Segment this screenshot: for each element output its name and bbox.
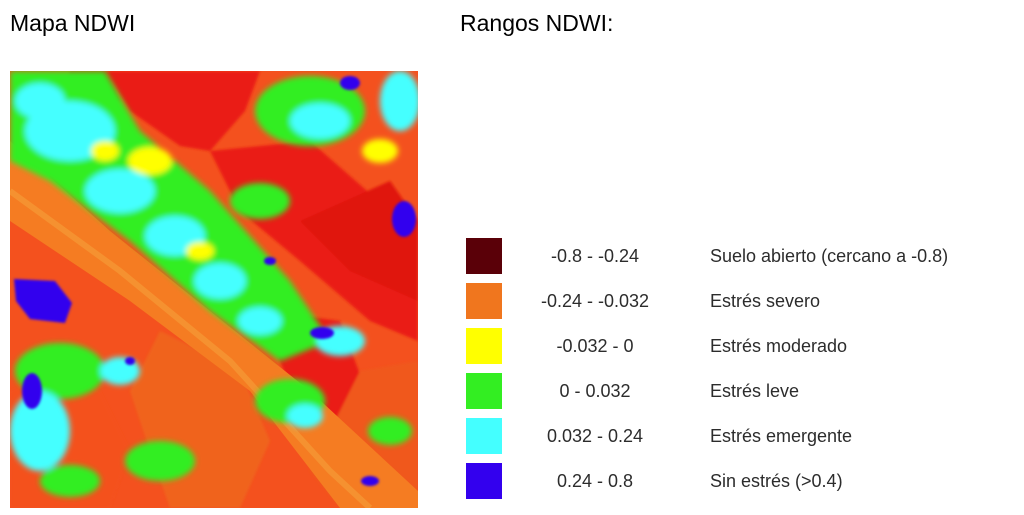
- legend-row: -0.8 - -0.24 Suelo abierto (cercano a -0…: [466, 238, 1022, 283]
- water-bodies: [14, 76, 416, 486]
- legend-title: Rangos NDWI:: [460, 10, 614, 36]
- legend-range: 0.24 - 0.8: [556, 471, 634, 491]
- ndwi-map-image: [10, 71, 418, 508]
- legend-row: -0.24 - -0.032 Estrés severo: [466, 283, 1022, 328]
- legend-row: -0.032 - 0 Estrés moderado: [466, 328, 1022, 373]
- legend-label: Estrés severo: [710, 291, 821, 311]
- legend-range: -0.24 - -0.032: [540, 291, 650, 311]
- legend-range: -0.8 - -0.24: [550, 246, 640, 266]
- vegetation-belt: [10, 71, 330, 361]
- legend-row: 0.24 - 0.8 Sin estrés (>0.4): [466, 463, 1022, 508]
- legend-label: Sin estrés (>0.4): [710, 471, 843, 491]
- legend-range: 0 - 0.032: [559, 381, 631, 401]
- legend-swatch: [466, 373, 502, 409]
- map-title: Mapa NDWI: [10, 10, 136, 36]
- legend-row: 0 - 0.032 Estrés leve: [466, 373, 1022, 418]
- legend-label: Estrés leve: [710, 381, 800, 401]
- legend-label: Suelo abierto (cercano a -0.8): [710, 246, 949, 266]
- ndwi-legend: -0.8 - -0.24 Suelo abierto (cercano a -0…: [466, 238, 1022, 508]
- legend-swatch: [466, 418, 502, 454]
- legend-row: 0.032 - 0.24 Estrés emergente: [466, 418, 1022, 463]
- legend-label: Estrés emergente: [710, 426, 853, 446]
- legend-label: Estrés moderado: [710, 336, 848, 356]
- legend-range: -0.032 - 0: [556, 336, 634, 356]
- legend-range: 0.032 - 0.24: [546, 426, 644, 446]
- legend-swatch: [466, 328, 502, 364]
- legend-swatch: [466, 463, 502, 499]
- legend-swatch: [466, 238, 502, 274]
- legend-swatch: [466, 283, 502, 319]
